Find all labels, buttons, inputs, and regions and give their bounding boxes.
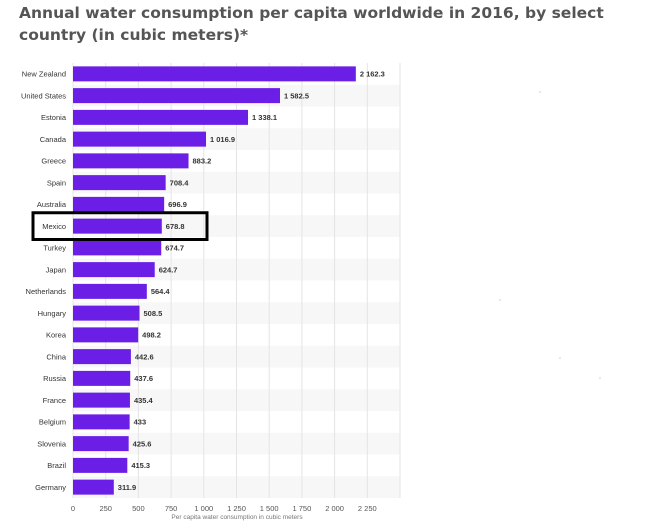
x-tick-label: 500 [132, 504, 145, 513]
x-tick-labels: 0 250 500 750 1 000 1 250 1 500 1 750 2 000 2 250 [71, 504, 377, 513]
value-label: 883.2 [193, 157, 212, 166]
value-label: 498.2 [142, 331, 161, 340]
x-tick-label: 2 250 [358, 504, 377, 513]
x-tick-label: 1 250 [227, 504, 246, 513]
bar [73, 457, 128, 473]
category-label: Spain [47, 178, 66, 187]
bar [73, 370, 131, 386]
bar [73, 283, 147, 299]
bar [73, 88, 280, 104]
value-label: 564.4 [151, 287, 171, 296]
bar [73, 392, 130, 408]
category-label: Turkey [43, 244, 66, 253]
bar [73, 479, 114, 495]
x-tick-label: 2 000 [325, 504, 344, 513]
category-label: Greece [41, 157, 66, 166]
value-label: 508.5 [144, 309, 163, 318]
bar [73, 240, 162, 256]
category-label: Germany [35, 483, 66, 492]
value-label: 1 016.9 [210, 135, 235, 144]
bar [73, 305, 140, 321]
value-label: 435.4 [134, 396, 154, 405]
category-label: Japan [46, 265, 66, 274]
x-tick-label: 0 [71, 504, 75, 513]
category-label: Slovenia [37, 439, 67, 448]
value-label: 696.9 [168, 200, 187, 209]
category-label: China [46, 352, 66, 361]
value-label: 674.7 [165, 244, 184, 253]
value-label: 311.9 [118, 483, 136, 492]
bar [73, 66, 356, 82]
category-label: Australia [37, 200, 67, 209]
category-label: Belgium [39, 418, 66, 427]
bar [73, 109, 249, 125]
chart-title: Annual water consumption per capita worl… [19, 4, 604, 44]
category-label: Netherlands [26, 287, 67, 296]
category-label: New Zealand [22, 70, 66, 79]
category-label: Hungary [38, 309, 67, 318]
value-label: 1 582.5 [284, 91, 309, 100]
x-tick-label: 750 [165, 504, 178, 513]
bar [73, 436, 129, 452]
value-label: 433 [134, 418, 147, 427]
x-tick-label: 1 750 [293, 504, 312, 513]
bar [73, 218, 162, 234]
category-label: Estonia [41, 113, 67, 122]
value-labels: 2 162.3 1 582.5 1 338.1 1 016.9 883.2 708.4 69… [118, 70, 385, 492]
decorative-dots [499, 91, 601, 379]
category-label: France [43, 396, 66, 405]
value-label: 425.6 [133, 439, 152, 448]
value-label: 1 338.1 [252, 113, 277, 122]
bar [73, 262, 155, 278]
bar [73, 131, 207, 147]
bars [73, 66, 356, 495]
category-label: Korea [46, 331, 67, 340]
category-label: Russia [43, 374, 67, 383]
value-label: 437.6 [134, 374, 153, 383]
value-label: 415.3 [131, 461, 150, 470]
category-label: Canada [40, 135, 67, 144]
category-label: United States [21, 91, 66, 100]
bar [73, 175, 166, 191]
value-label: 708.4 [170, 178, 190, 187]
category-labels: New Zealand United States Estonia Canada Gre… [21, 70, 67, 492]
bar [73, 153, 189, 169]
bar [73, 327, 139, 343]
value-label: 442.6 [135, 352, 154, 361]
x-tick-label: 250 [99, 504, 112, 513]
category-label: Mexico [42, 222, 66, 231]
bar [73, 196, 165, 212]
x-tick-label: 1 500 [260, 504, 279, 513]
bar [73, 414, 130, 430]
x-tick-label: 1 000 [194, 504, 213, 513]
bar [73, 349, 131, 365]
mexico-highlight-box [31, 211, 209, 241]
category-label: Brazil [47, 461, 66, 470]
value-label: 678.8 [166, 222, 185, 231]
value-label: 624.7 [159, 265, 178, 274]
value-label: 2 162.3 [360, 70, 385, 79]
x-axis-title: Per capita water consumption in cubic me… [171, 514, 303, 521]
